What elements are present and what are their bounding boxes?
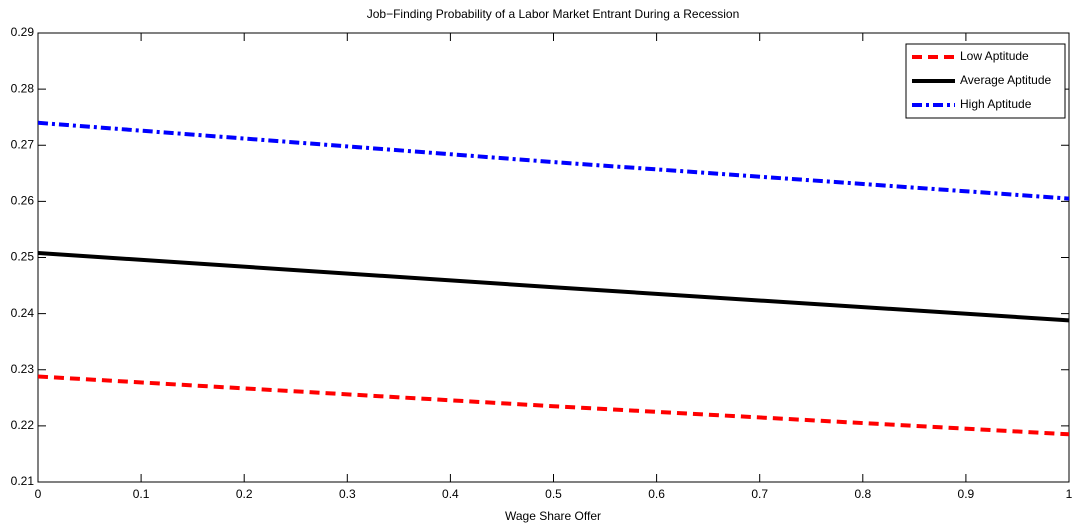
y-tick-label: 0.24 <box>11 306 35 320</box>
x-tick-label: 0.3 <box>339 487 356 501</box>
x-tick-label: 0.2 <box>236 487 253 501</box>
y-tick-label: 0.29 <box>11 25 35 39</box>
x-tick-label: 1 <box>1066 487 1073 501</box>
legend-label: High Aptitude <box>960 97 1032 111</box>
x-tick-label: 0.5 <box>545 487 562 501</box>
data-line <box>38 374 1069 437</box>
x-tick-label: 0.6 <box>648 487 665 501</box>
y-tick-label: 0.25 <box>11 250 35 264</box>
chart-title: Job−Finding Probability of a Labor Marke… <box>367 7 740 21</box>
x-tick-label: 0.7 <box>751 487 768 501</box>
y-tick-label: 0.22 <box>11 418 35 432</box>
x-axis-label: Wage Share Offer <box>505 509 601 523</box>
y-tick-label: 0.26 <box>11 194 35 208</box>
x-tick-label: 0.1 <box>133 487 150 501</box>
x-tick-label: 0 <box>35 487 42 501</box>
data-line <box>38 251 1069 323</box>
y-tick-label: 0.27 <box>11 137 35 151</box>
y-tick-label: 0.28 <box>11 81 35 95</box>
x-tick-label: 0.4 <box>442 487 459 501</box>
y-tick-label: 0.21 <box>11 474 35 488</box>
legend-label: Low Aptitude <box>960 49 1029 63</box>
y-tick-label: 0.23 <box>11 362 35 376</box>
legend-label: Average Aptitude <box>960 73 1052 87</box>
data-line <box>38 120 1069 201</box>
x-tick-label: 0.8 <box>854 487 871 501</box>
x-tick-label: 0.9 <box>958 487 975 501</box>
